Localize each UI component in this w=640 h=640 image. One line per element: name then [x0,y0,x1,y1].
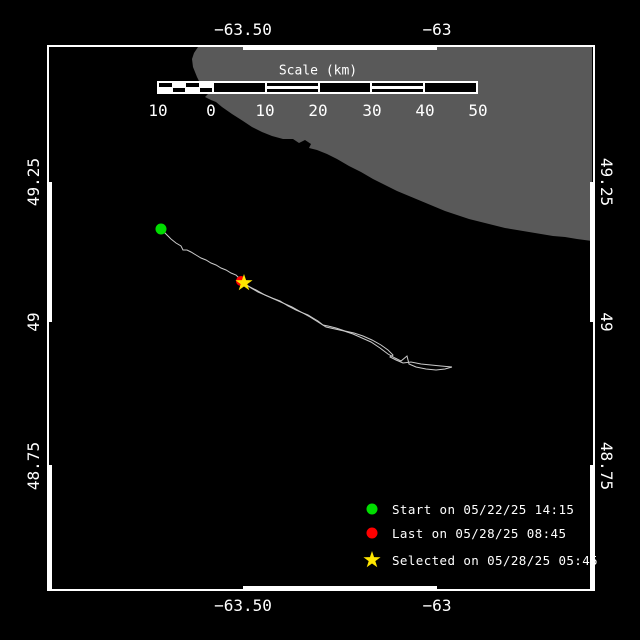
y-axis-left-tick-label: 49.25 [24,157,43,207]
y-axis-right-tick-label: 48.75 [597,441,616,491]
legend-selected-label: Selected on 05/28/25 05:45 [392,553,599,568]
scalebar-sections [214,83,476,92]
drifter-track-return[interactable] [240,280,453,371]
x-axis-top-tick-label: −63 [422,20,452,39]
y-axis-right-tick-label: 49.25 [597,157,616,207]
tick-band-left-lower [47,465,52,589]
legend-last-label: Last on 05/28/25 08:45 [392,526,567,541]
scalebar-title: Scale (km) [278,63,358,79]
scalebar-tick-label: 20 [308,101,328,120]
start-position-marker-icon[interactable] [155,223,167,235]
scalebar-subdivisions [159,83,212,92]
scalebar-tick-label: 50 [468,101,488,120]
selected-position-star-icon[interactable] [235,274,253,291]
legend-start-label: Start on 05/22/25 14:15 [392,502,575,517]
legend-selected-star-icon [363,551,381,568]
y-axis-right-tick-label: 49 [597,312,616,332]
x-axis-top-tick-label: −63.50 [214,20,272,39]
legend-start-dot-icon [366,503,378,515]
scalebar-tick-label: 0 [206,101,216,120]
scalebar-tick-label: 10 [255,101,275,120]
legend-last-dot-icon [366,527,378,539]
tick-band-right-lower [590,465,595,589]
tick-band-bottom [243,586,437,591]
tick-band-right-upper [590,182,595,322]
tick-band-top [243,45,437,50]
x-axis-bottom-tick-label: −63 [422,596,452,615]
scalebar [157,81,478,94]
y-axis-left-tick-label: 48.75 [24,441,43,491]
y-axis-left-tick-label: 49 [24,312,43,332]
scalebar-tick-label: 30 [362,101,382,120]
landmass [192,47,592,241]
scalebar-tick-label: 40 [415,101,435,120]
scalebar-tick-label: 10 [148,101,168,120]
tick-band-left-upper [47,182,52,322]
x-axis-bottom-tick-label: −63.50 [214,596,272,615]
